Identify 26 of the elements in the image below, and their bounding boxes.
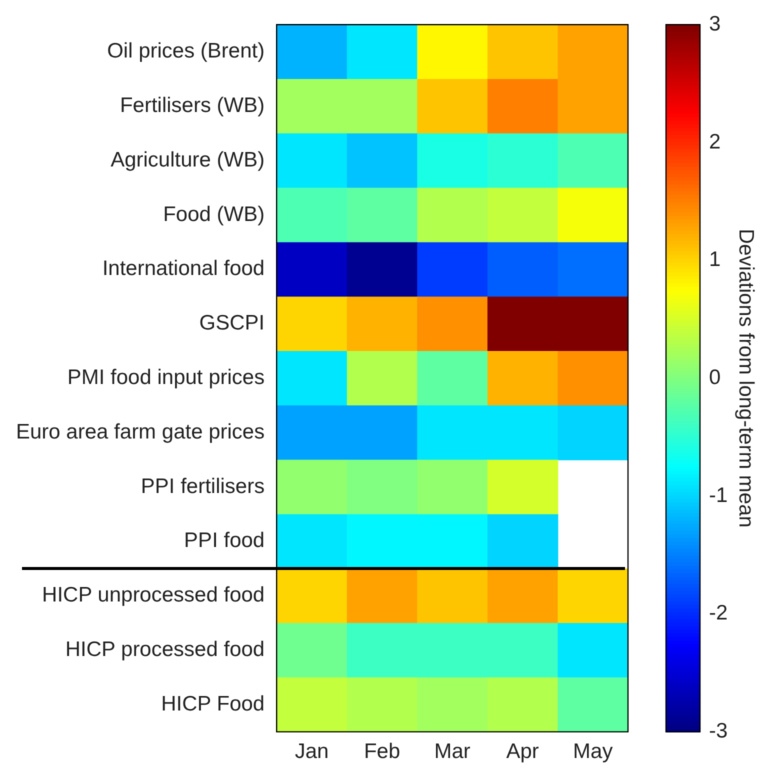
y-tick-label: PPI fertilisers: [140, 474, 265, 498]
y-tick-label: Food (WB): [163, 202, 265, 226]
x-tick-label: May: [573, 740, 614, 764]
y-tick-label: PPI food: [184, 529, 265, 552]
y-tick-label: Euro area farm gate prices: [16, 420, 265, 444]
y-tick-label: HICP processed food: [65, 638, 265, 661]
color-bar-title: Deviations from long-term mean: [734, 228, 758, 528]
y-tick-label: PMI food input prices: [67, 366, 265, 389]
color-bar-label: 0: [709, 366, 721, 389]
y-tick-label: International food: [102, 257, 265, 280]
y-tick-label: Agriculture (WB): [110, 148, 265, 172]
y-tick-label: GSCPI: [199, 312, 265, 335]
color-bar-label: -3: [709, 720, 728, 743]
y-tick-label: HICP Food: [161, 692, 265, 716]
color-bar-label: 3: [709, 12, 721, 36]
x-tick-label: Feb: [364, 740, 400, 764]
x-tick-label: Mar: [434, 740, 470, 764]
color-bar-label: 2: [709, 130, 721, 154]
y-tick-label: Fertilisers (WB): [120, 94, 265, 117]
color-bar-label: 1: [709, 248, 721, 272]
x-tick-label: Apr: [506, 740, 539, 764]
y-tick-label: HICP unprocessed food: [42, 584, 265, 607]
y-tick-label: Oil prices (Brent): [107, 40, 265, 63]
x-tick-label: Jan: [294, 740, 329, 764]
color-bar-label: -2: [709, 602, 728, 625]
color-bar-label: -1: [709, 484, 728, 507]
